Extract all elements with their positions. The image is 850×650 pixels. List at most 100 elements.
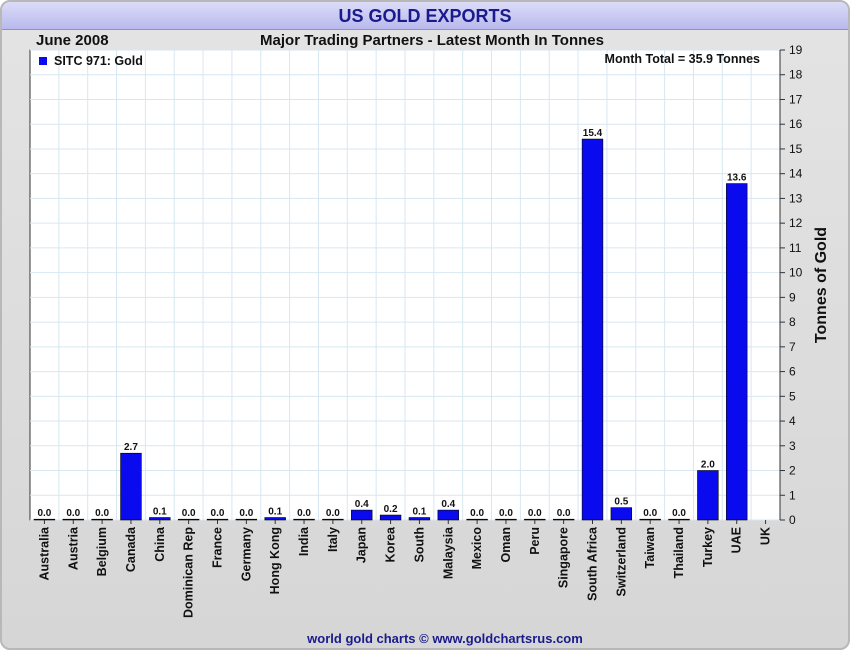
y-tick-label: 2 [789,464,796,478]
legend-swatch [39,57,47,65]
month-total-annotation: Month Total = 35.9 Tonnes [605,52,760,66]
bar-value-label: 0.1 [153,507,167,518]
x-tick-label: Turkey [701,527,715,567]
y-tick-label: 5 [789,389,796,403]
x-tick-label: Korea [384,526,398,562]
bar [206,518,229,521]
x-tick-label: UAE [730,527,744,553]
bar-value-label: 0.0 [470,508,484,519]
bar-value-label: 0.0 [182,508,196,519]
bar-value-label: 0.0 [528,508,542,519]
y-axis-label: Tonnes of Gold [813,227,830,343]
x-tick-label: Switzerland [614,527,628,596]
bar [120,452,142,521]
bar [524,518,546,521]
chart-main-title: US GOLD EXPORTS [338,6,512,26]
x-tick-label: Dominican Rep [182,527,196,618]
y-tick-label: 4 [789,414,796,428]
bar [495,518,517,521]
y-tick-label: 18 [789,68,803,82]
x-tick-label: Mexico [470,527,484,570]
x-tick-label: Oman [499,527,513,562]
bar-value-label: 15.4 [583,128,603,139]
x-tick-label: Singapore [557,527,571,588]
bar-value-label: 0.0 [643,508,657,519]
bar-value-label: 13.6 [727,173,747,184]
bar-value-label: 0.0 [211,508,225,519]
x-tick-label: Canada [124,526,138,572]
bar-value-label: 0.0 [672,508,686,519]
bar-value-label: 2.7 [124,442,138,453]
bar [293,518,315,521]
x-tick-label: Australia [37,526,51,581]
bar-value-label: 0.1 [412,507,426,518]
legend-label: SITC 971: Gold [54,54,143,68]
x-tick-label: South [412,527,426,562]
bar [639,518,661,521]
x-tick-label: Germany [239,527,253,581]
y-tick-label: 14 [789,167,803,181]
bar-value-label: 0.4 [355,499,369,510]
x-tick-label: UK [759,527,773,545]
x-axis: Australia Austria Belgium Canada China Domini… [37,520,773,618]
x-tick-label: Taiwan [643,527,657,568]
y-tick-label: 6 [789,365,796,379]
bar [437,509,459,521]
bar [149,517,171,521]
bar-value-label: 0.0 [37,508,51,519]
x-tick-label: France [211,527,225,568]
x-tick-label: India [297,526,311,556]
x-tick-label: Thailand [672,527,686,578]
x-tick-label: Malaysia [441,526,455,579]
y-tick-label: 0 [789,513,796,527]
bar [177,518,200,521]
title-bar: US GOLD EXPORTS [2,2,848,30]
y-tick-label: 19 [789,43,803,57]
x-tick-label: Austria [66,526,80,570]
bars [33,138,748,521]
bar [33,518,56,521]
y-tick-label: 1 [789,488,796,502]
bar-value-label: 0.1 [268,507,282,518]
bar [668,518,690,521]
period-label: June 2008 [36,32,109,49]
y-tick-label: 7 [789,340,796,354]
y-tick-label: 17 [789,92,803,106]
x-tick-label: Italy [326,527,340,552]
x-tick-label: China [153,526,167,562]
y-tick-label: 16 [789,117,803,131]
x-tick-label: Belgium [95,527,109,576]
bar-value-label: 0.0 [326,508,340,519]
y-tick-label: 15 [789,142,803,156]
bar [610,507,633,521]
bar-value-label: 0.0 [499,508,513,519]
bar-value-label: 2.0 [701,460,715,471]
bar [581,138,604,521]
bar [408,517,431,521]
bar [264,517,286,521]
y-tick-label: 8 [789,315,796,329]
y-tick-label: 12 [789,216,803,230]
bar-value-label: 0.4 [441,499,455,510]
bar-value-label: 0.2 [384,504,398,515]
chart-subtitle: Major Trading Partners - Latest Month In… [260,32,604,49]
x-tick-label: Peru [528,527,542,555]
y-tick-label: 9 [789,290,796,304]
bar [552,518,575,521]
value-labels: 0.0 0.0 0.0 2.7 0.1 0.0 0.0 0.0 0.1 0.0 0.0 0.4 0.2 0… [37,128,746,519]
x-tick-label: Japan [355,527,369,563]
bar [351,509,373,521]
x-tick-label: Hong Kong [268,527,282,594]
bar-value-label: 0.0 [95,508,109,519]
y-tick-label: 13 [789,191,803,205]
bar [235,518,258,521]
bar-value-label: 0.5 [614,497,628,508]
x-tick-label: South Africa [586,526,600,601]
bar-value-label: 0.0 [557,508,571,519]
bar [697,470,719,521]
bar [91,518,113,521]
footer-credit: world gold charts © www.goldchartsrus.co… [306,631,583,646]
bar [466,518,488,521]
